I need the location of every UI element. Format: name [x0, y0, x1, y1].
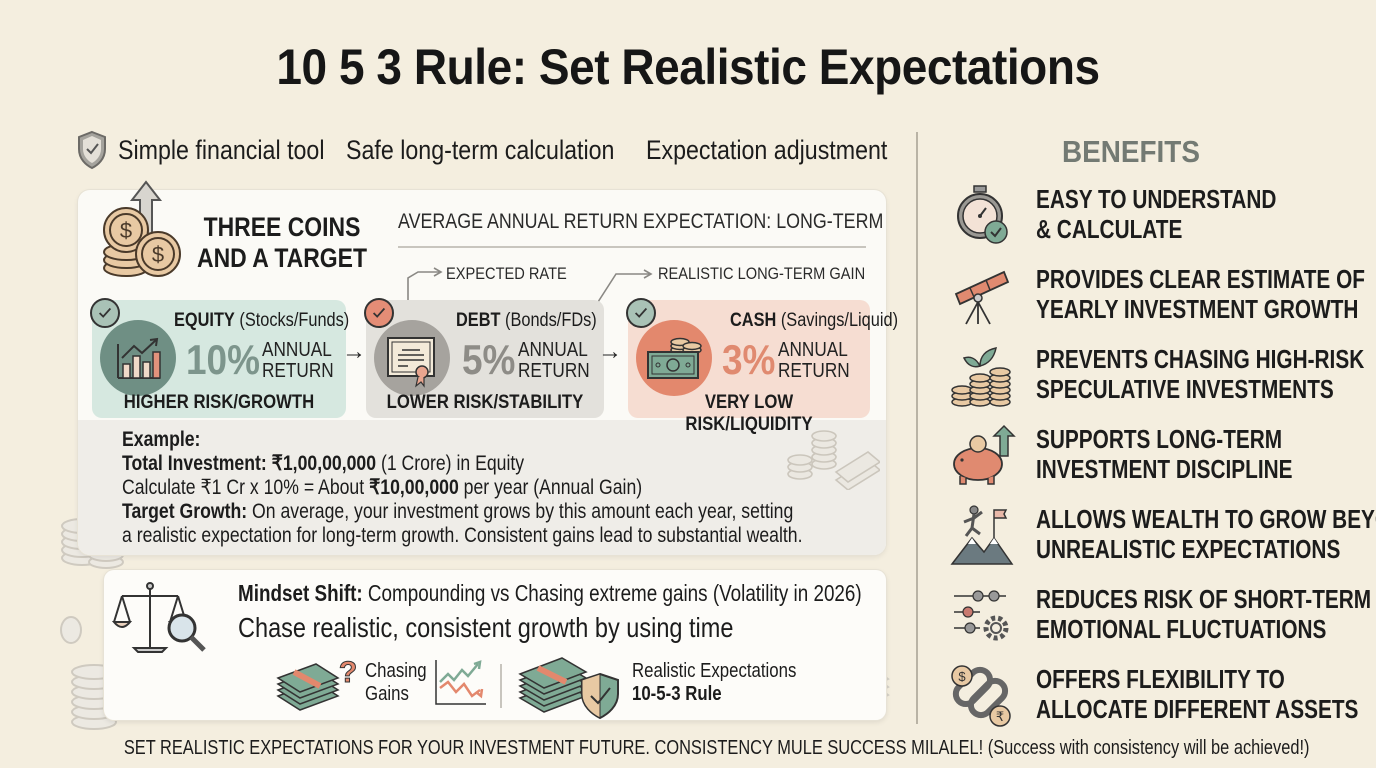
benefit-text: ALLOWS WEALTH TO GROW BEYONDUNREALISTIC …	[1036, 504, 1376, 564]
sliders-gear-icon	[954, 590, 1009, 641]
asset-risk: LOWER RISK/STABILITY	[386, 392, 584, 413]
bar-chart-growth-icon	[117, 337, 161, 379]
benefit-item-flexibility: $ ₹ OFFERS FLEXIBILITY TO ALLOCATE DIFFER…	[950, 664, 1370, 728]
check-icon	[626, 298, 656, 328]
flow-label-expected-rate: EXPECTED RATE	[446, 264, 567, 283]
benefit-text: REDUCES RISK OF SHORT-TERM EMOTIONAL FLUC…	[1036, 584, 1372, 644]
example-panel	[78, 420, 886, 555]
svg-text:$: $	[120, 218, 132, 243]
asset-risk: VERY LOW RISK/LIQUIDITY	[685, 392, 813, 435]
asset-percent: 5%	[462, 336, 516, 383]
tagline-safe-calculation: Safe long-term calculation	[346, 134, 615, 165]
asset-return-label: ANNUAL RETURN	[262, 339, 334, 382]
asset-return-label: ANNUAL RETURN	[778, 339, 850, 382]
arrow-icon: →	[342, 338, 366, 365]
equity-icon-circle	[100, 320, 176, 396]
benefit-text: OFFERS FLEXIBILITY TO ALLOCATE DIFFERENT …	[1036, 664, 1359, 724]
mindset-shift-text: Mindset Shift: Compounding vs Chasing ex…	[238, 580, 862, 606]
svg-text:₹: ₹	[996, 710, 1004, 725]
coins-arrow-up-icon: $ $	[103, 180, 181, 277]
check-icon	[364, 298, 394, 328]
realistic-expectations-label: Realistic Expectations 10-5-3 Rule	[632, 660, 797, 705]
piggy-bank-icon	[953, 424, 1016, 485]
coins-sprout-icon	[951, 347, 1011, 407]
average-return-subtitle: AVERAGE ANNUAL RETURN EXPECTATION: LONG-…	[398, 210, 884, 233]
chasing-gains-label: Chasing Gains	[365, 660, 427, 705]
asset-name: CASH (Savings/Liquid)	[730, 310, 899, 331]
asset-percent: 10%	[186, 336, 260, 383]
shield-check-icon	[78, 130, 106, 170]
asset-name: EQUITY (Stocks/Funds)	[174, 310, 350, 331]
tagline-expectation-adjustment: Expectation adjustment	[646, 134, 888, 165]
stopwatch-check-icon	[957, 185, 1008, 244]
asset-card-cash: CASH (Savings/Liquid) 3% ANNUAL RETURN VE…	[626, 298, 898, 435]
benefit-item-discipline: SUPPORTS LONG-TERM INVESTMENT DISCIPLINE	[950, 424, 1370, 488]
benefit-text: PREVENTS CHASING HIGH-RISK SPECULATIVE IN…	[1036, 344, 1365, 404]
benefit-item-clear-estimate: PROVIDES CLEAR ESTIMATE OF YEARLY INVESTM…	[950, 264, 1370, 328]
page-title: 10 5 3 Rule: Set Realistic Expectations	[276, 39, 1100, 95]
benefit-item-prevents-chasing: PREVENTS CHASING HIGH-RISK SPECULATIVE IN…	[950, 344, 1370, 408]
telescope-icon	[954, 270, 1010, 325]
certificate-icon	[387, 337, 435, 388]
svg-text:$: $	[152, 242, 164, 267]
benefit-text: SUPPORTS LONG-TERM INVESTMENT DISCIPLINE	[1036, 424, 1293, 484]
benefit-text: PROVIDES CLEAR ESTIMATE OF YEARLY INVESTM…	[1036, 264, 1365, 324]
mindset-card	[104, 570, 886, 720]
flow-label-realistic-gain: REALISTIC LONG-TERM GAIN	[658, 264, 866, 283]
tagline-simple-tool: Simple financial tool	[118, 134, 325, 165]
asset-return-label: ANNUAL RETURN	[518, 339, 590, 382]
benefit-item-easy: EASY TO UNDERSTAND & CALCULATE	[950, 184, 1370, 248]
cash-icon-circle	[636, 320, 712, 396]
three-coins-heading: THREE COINS AND A TARGET	[197, 212, 367, 273]
footer-text: SET REALISTIC EXPECTATIONS FOR YOUR INVE…	[123, 737, 1310, 759]
svg-text:$: $	[958, 669, 966, 684]
benefits-title: BENEFITS	[1062, 134, 1200, 169]
check-icon	[90, 298, 120, 328]
chain-currency-icon: $ ₹	[951, 665, 1011, 727]
example-text: Example: Total Investment: ₹1,00,00,000 …	[122, 428, 803, 547]
cash-coins-icon	[647, 337, 702, 379]
benefit-item-reduces-risk: REDUCES RISK OF SHORT-TERM EMOTIONAL FLUC…	[950, 584, 1372, 648]
debt-icon-circle	[374, 320, 450, 396]
benefit-item-wealth-grow: ALLOWS WEALTH TO GROW BEYONDUNREALISTIC …	[950, 504, 1376, 568]
climber-flag-icon	[950, 505, 1014, 565]
benefit-text: EASY TO UNDERSTAND & CALCULATE	[1036, 184, 1277, 244]
asset-card-debt: DEBT (Bonds/FDs) 5% ANNUAL RETURN LOWER R…	[364, 298, 604, 418]
mindset-headline: Chase realistic, consistent growth by us…	[238, 612, 734, 643]
asset-card-equity: EQUITY (Stocks/Funds) 10% ANNUAL RETURN H…	[90, 298, 350, 418]
asset-percent: 3%	[722, 336, 776, 383]
section-divider	[916, 132, 918, 724]
asset-name: DEBT (Bonds/FDs)	[456, 310, 597, 331]
tagline-row: Simple financial tool Safe long-term cal…	[76, 130, 905, 170]
subtitle-underline	[398, 246, 866, 248]
asset-risk: HIGHER RISK/GROWTH	[123, 392, 315, 413]
arrow-icon: →	[598, 338, 622, 365]
